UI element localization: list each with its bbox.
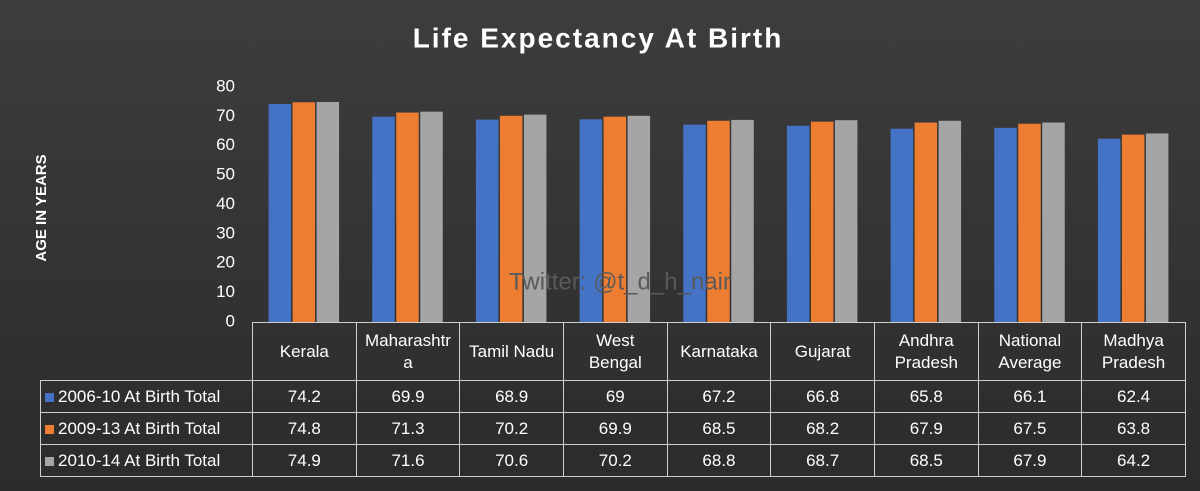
- y-axis-label: AGE IN YEARS: [33, 154, 50, 261]
- bar: [834, 120, 858, 322]
- y-tick-label: 80: [216, 76, 235, 95]
- bar: [1042, 122, 1065, 322]
- chart-title: Life Expectancy At Birth: [413, 22, 784, 53]
- bar: [707, 120, 730, 322]
- table-value: 67.9: [873, 412, 979, 445]
- x-tick-label: Maharashtra: [355, 322, 461, 381]
- table-value: 67.9: [977, 444, 1083, 477]
- bar: [938, 120, 962, 322]
- table-value: 68.7: [770, 444, 875, 477]
- legend-entry: 2006-10 At Birth Total: [40, 380, 253, 413]
- header-row: Kerala Maharashtra Tamil Nadu West Bengal Ka…: [40, 322, 1186, 381]
- bar: [810, 121, 834, 322]
- legend-label: 2009-13 At Birth Total: [58, 418, 221, 438]
- x-tick-label: National Average: [977, 322, 1083, 381]
- blank-cell: [40, 322, 253, 381]
- data-table: Kerala Maharashtra Tamil Nadu West Bengal Ka…: [40, 322, 1186, 477]
- table-value: 68.8: [666, 444, 772, 477]
- table-value: 74.9: [252, 444, 357, 477]
- x-tick-label: Tamil Nadu: [459, 322, 564, 381]
- bar: [499, 115, 523, 322]
- table-value: 68.9: [459, 380, 564, 413]
- table-value: 69.9: [355, 380, 461, 413]
- bar: [914, 122, 938, 322]
- table-value: 68.5: [873, 444, 979, 477]
- table-value: 68.2: [770, 412, 875, 445]
- x-tick-label: Andhra Pradesh: [873, 322, 979, 381]
- x-tick-label: Karnataka: [666, 322, 772, 381]
- bar: [420, 111, 443, 322]
- bar: [475, 119, 499, 322]
- bar: [579, 119, 603, 322]
- watermark: Twitter: @t_d_h_nair: [509, 268, 731, 295]
- y-tick-label: 10: [216, 282, 235, 301]
- y-tick-label: 30: [216, 223, 235, 242]
- y-tick-label: 20: [216, 253, 235, 272]
- bar: [1018, 123, 1041, 322]
- table-value: 71.6: [355, 444, 461, 477]
- legend-label: 2010-14 At Birth Total: [58, 450, 221, 470]
- bar: [786, 125, 810, 323]
- table-value: 68.5: [666, 412, 772, 445]
- bar: [683, 124, 706, 322]
- bar: [372, 116, 395, 322]
- legend-entry: 2010-14 At Birth Total: [40, 444, 253, 477]
- series-row: 2009-13 At Birth Total 74.8 71.3 70.2 69.9 68…: [40, 412, 1186, 445]
- table-value: 64.2: [1081, 444, 1186, 477]
- x-tick-label: Kerala: [252, 322, 357, 381]
- x-tick-label: Madhya Pradesh: [1081, 322, 1186, 381]
- y-tick-label: 50: [216, 165, 235, 184]
- table-value: 71.3: [355, 412, 461, 445]
- bar: [523, 114, 547, 322]
- bar: [994, 127, 1017, 322]
- y-tick-label: 40: [216, 194, 235, 213]
- legend-swatch: [45, 424, 54, 434]
- bar: [1097, 138, 1121, 322]
- bar: [627, 115, 651, 322]
- table-value: 70.6: [459, 444, 564, 477]
- table-value: 62.4: [1081, 380, 1186, 413]
- bar: [292, 102, 316, 323]
- table-value: 65.8: [873, 380, 979, 413]
- table-value: 70.2: [459, 412, 564, 445]
- bar: [268, 104, 292, 322]
- table-value: 70.2: [562, 444, 668, 477]
- legend-swatch: [45, 392, 54, 402]
- bar: [731, 119, 754, 323]
- series-row: 2010-14 At Birth Total 74.9 71.6 70.6 70.2 68…: [40, 444, 1186, 477]
- x-tick-label: Gujarat: [770, 322, 875, 381]
- x-tick-label: West Bengal: [562, 322, 668, 381]
- y-tick-label: 0: [226, 311, 235, 330]
- bar: [1145, 133, 1169, 322]
- bar: [396, 112, 419, 323]
- table-value: 66.8: [770, 380, 875, 413]
- y-tick-label: 70: [216, 106, 235, 125]
- table-value: 69.9: [562, 412, 668, 445]
- table-value: 63.8: [1081, 412, 1186, 445]
- table-value: 74.2: [252, 380, 357, 413]
- bar: [603, 116, 627, 322]
- table-value: 66.1: [977, 380, 1083, 413]
- legend-swatch: [45, 456, 54, 466]
- legend-entry: 2009-13 At Birth Total: [40, 412, 253, 445]
- bar: [1121, 134, 1145, 322]
- y-tick-label: 60: [216, 135, 235, 154]
- table-value: 67.2: [666, 380, 772, 413]
- bar: [890, 128, 914, 322]
- legend-label: 2006-10 At Birth Total: [58, 386, 221, 406]
- series-row: 2006-10 At Birth Total 74.2 69.9 68.9 69 67.2…: [40, 380, 1186, 413]
- table-value: 67.5: [977, 412, 1083, 445]
- table-value: 69: [562, 380, 668, 413]
- table-value: 74.8: [252, 412, 357, 445]
- bar: [316, 101, 340, 322]
